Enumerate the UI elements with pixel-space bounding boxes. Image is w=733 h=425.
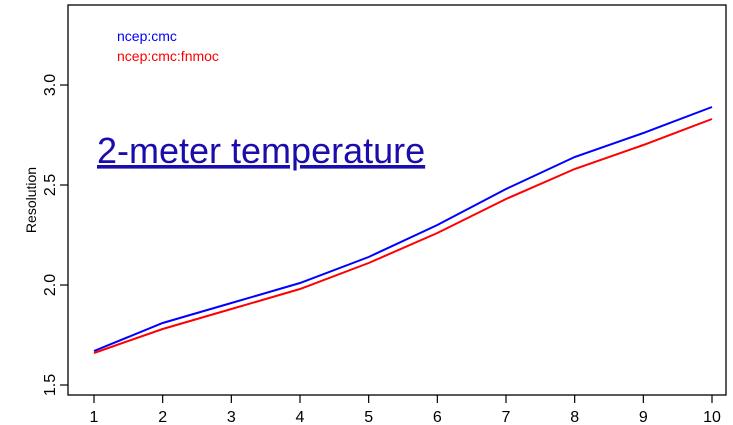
y-tick-label: 2.5 [42, 174, 59, 196]
chart-title-link[interactable]: 2-meter temperature [97, 130, 425, 171]
y-axis-label: Resolution [23, 167, 39, 233]
plot-frame [67, 4, 727, 396]
x-tick-label: 5 [364, 409, 373, 425]
y-axis-ticks: 1.5 2.0 2.5 3.0 [42, 74, 68, 396]
y-tick-label: 3.0 [42, 74, 59, 96]
x-tick-label: 1 [90, 409, 99, 425]
x-tick-label: 4 [296, 409, 305, 425]
series-line-1 [93, 118, 713, 354]
x-tick-label: 7 [502, 409, 511, 425]
x-tick-label: 8 [570, 409, 579, 425]
x-tick-label: 3 [227, 409, 236, 425]
x-tick-label: 6 [433, 409, 442, 425]
x-tick-label: 10 [703, 409, 721, 425]
legend: ncep:cmc ncep:cmc:fnmoc [117, 28, 219, 64]
legend-entry: ncep:cmc:fnmoc [117, 48, 219, 64]
legend-entry: ncep:cmc [117, 28, 177, 44]
x-tick-label: 2 [158, 409, 167, 425]
x-tick-label: 9 [639, 409, 648, 425]
x-axis-ticks: 1 2 3 4 5 6 7 8 9 10 [90, 395, 721, 425]
series-lines [93, 106, 713, 354]
y-tick-label: 1.5 [42, 374, 59, 396]
y-tick-label: 2.0 [42, 274, 59, 296]
series-line-0 [93, 106, 713, 352]
